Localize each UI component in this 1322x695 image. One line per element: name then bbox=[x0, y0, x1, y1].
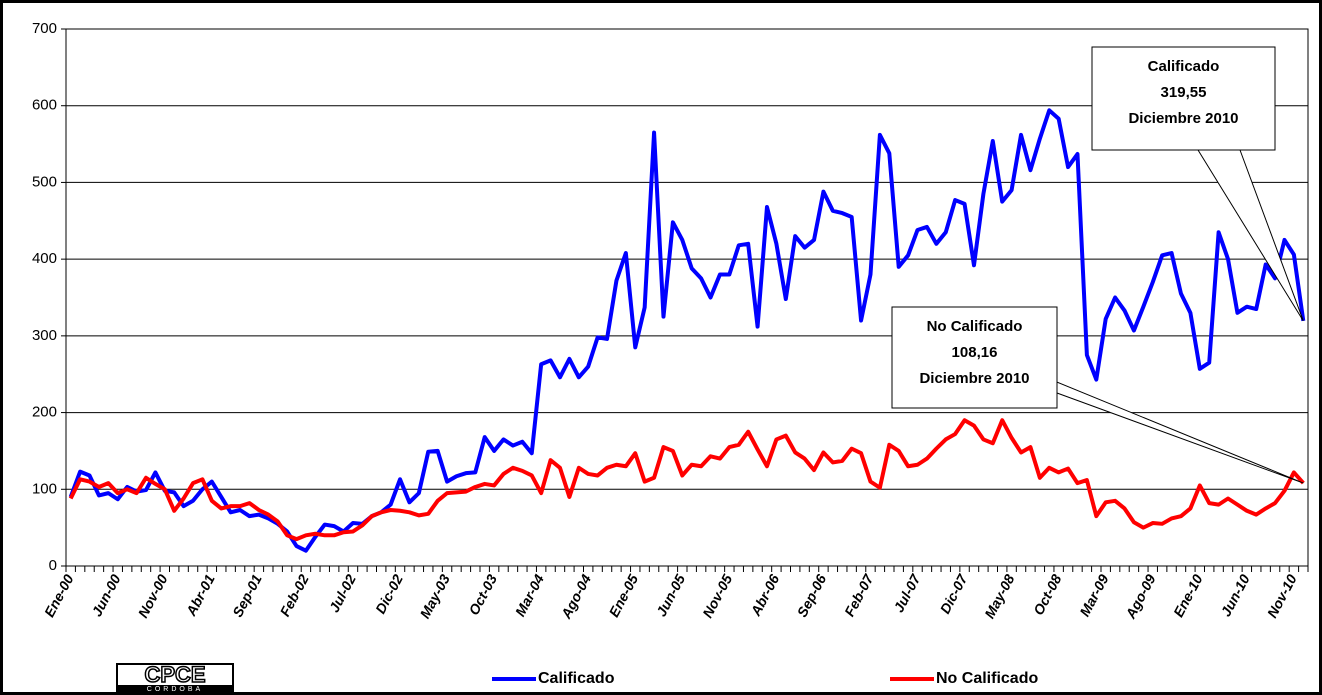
logo-text: CPCE bbox=[144, 662, 205, 687]
callout-box bbox=[891, 306, 1058, 409]
y-tick-label: 500 bbox=[32, 173, 57, 190]
callout-text: Calificado bbox=[1148, 58, 1220, 75]
y-tick-label: 100 bbox=[32, 480, 57, 497]
data-line bbox=[68, 418, 1305, 542]
callout-pointer bbox=[1197, 149, 1304, 322]
callout-pointer bbox=[1046, 377, 1304, 484]
callout-text: 108,16 bbox=[952, 344, 998, 361]
logo-band bbox=[117, 685, 233, 692]
y-tick-label: 0 bbox=[49, 557, 57, 574]
callout-text: Diciembre 2010 bbox=[919, 370, 1029, 387]
y-tick-label: 400 bbox=[32, 250, 57, 267]
callout-text: Diciembre 2010 bbox=[1128, 110, 1238, 127]
y-tick-label: 300 bbox=[32, 327, 57, 344]
callout: No Calificado 108,16 Diciembre 2010 bbox=[891, 306, 1304, 484]
callout-text: 319,55 bbox=[1161, 84, 1207, 101]
y-tick-label: 600 bbox=[32, 97, 57, 114]
callout-text: No Calificado bbox=[927, 318, 1023, 335]
legend-label: Calificado bbox=[538, 670, 615, 687]
data-line bbox=[68, 108, 1306, 553]
logo-subtext: CORDOBA bbox=[147, 686, 203, 693]
y-tick-label: 700 bbox=[32, 20, 57, 37]
callout: Calificado 319,55 Diciembre 2010 bbox=[1091, 46, 1304, 322]
legend-label: No Calificado bbox=[936, 670, 1038, 687]
callout-box bbox=[1091, 46, 1276, 151]
y-tick-label: 200 bbox=[32, 404, 57, 421]
